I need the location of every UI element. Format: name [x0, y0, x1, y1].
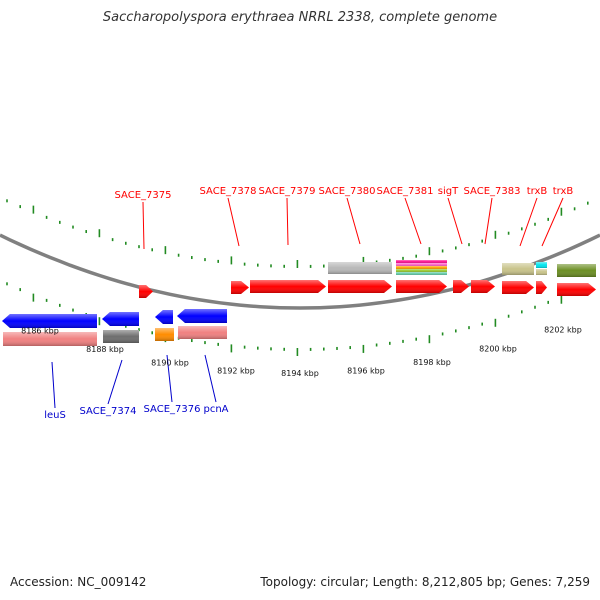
feature-block-shade — [536, 262, 547, 268]
forward-gene-arrow-shade — [328, 280, 392, 293]
forward-gene-arrow-shade — [557, 283, 596, 296]
leader-line-below — [51, 361, 56, 409]
leader-line-above — [404, 197, 422, 245]
leader-line-above — [541, 197, 564, 247]
gene-label-below: SACE_7376 — [144, 404, 201, 415]
leader-line-below — [204, 354, 217, 403]
scale-tick-label: 8188 kbp — [86, 345, 124, 354]
scale-tick-label: 8190 kbp — [151, 358, 189, 367]
leader-line-above — [346, 197, 361, 245]
gene-label-above: trxB — [553, 186, 574, 197]
feature-stripe-shade — [396, 269, 447, 272]
gene-label-above: SACE_7379 — [259, 186, 316, 197]
leader-line-above — [227, 197, 240, 247]
scale-tick-label: 8192 kbp — [217, 366, 255, 375]
leader-line-above — [447, 197, 463, 245]
feature-block-shade — [557, 264, 596, 277]
scale-tick-label: 8202 kbp — [544, 325, 582, 334]
leader-line-above — [286, 197, 289, 246]
gene-label-below: pcnA — [203, 404, 228, 415]
gene-label-below: leuS — [44, 410, 66, 421]
forward-gene-arrow-shade — [231, 281, 249, 294]
gene-label-above: sigT — [438, 186, 459, 197]
scale-tick-label: 8196 kbp — [347, 366, 385, 375]
forward-gene-arrow-shade — [139, 285, 153, 298]
feature-stripe-shade — [396, 263, 447, 266]
genome-title: Saccharopolyspora erythraea NRRL 2338, c… — [102, 10, 498, 25]
leader-line-above — [484, 197, 493, 245]
forward-gene-arrow-shade — [502, 281, 534, 294]
gene-label-above: SACE_7381 — [377, 186, 434, 197]
reverse-gene-arrow-shade — [155, 310, 173, 324]
scale-tick-label: 8200 kbp — [479, 344, 517, 353]
genome-summary-text: Topology: circular; Length: 8,212,805 bp… — [260, 575, 590, 589]
feature-stripe-shade — [396, 260, 447, 263]
leader-line-below — [166, 354, 173, 403]
scale-tick-label: 8198 kbp — [413, 358, 451, 367]
backbone-line — [0, 233, 600, 310]
leader-line-above — [519, 197, 538, 247]
feature-block-shade — [103, 330, 139, 343]
feature-block-shade — [536, 269, 547, 275]
gene-label-above: SACE_7380 — [319, 186, 376, 197]
feature-stripe-shade — [396, 272, 447, 275]
scale-tick-label: 8186 kbp — [21, 326, 59, 335]
forward-gene-arrow-shade — [396, 280, 447, 293]
forward-gene-arrow-shade — [453, 280, 469, 293]
forward-gene-arrow-shade — [250, 280, 326, 293]
feature-block-shade — [328, 262, 392, 274]
feature-block-shade — [178, 326, 227, 339]
reverse-gene-arrow-shade — [2, 314, 97, 328]
leader-line-below — [107, 359, 123, 405]
gene-label-above: trxB — [527, 186, 548, 197]
gene-label-above: SACE_7375 — [115, 190, 172, 201]
scale-tick-label: 8194 kbp — [281, 369, 319, 378]
feature-stripe-shade — [396, 266, 447, 269]
reverse-gene-arrow-shade — [177, 309, 227, 323]
gene-label-above: SACE_7378 — [200, 186, 257, 197]
forward-gene-arrow-shade — [471, 280, 495, 293]
feature-block-shade — [502, 263, 534, 275]
accession-text: Accession: NC_009142 — [10, 575, 147, 589]
gene-label-below: SACE_7374 — [80, 406, 137, 417]
feature-block-shade — [155, 328, 174, 341]
feature-block-shade — [3, 332, 97, 346]
reverse-gene-arrow-shade — [102, 312, 139, 326]
leader-line-above — [142, 201, 145, 250]
forward-gene-arrow-shade — [536, 281, 547, 294]
gene-label-above: SACE_7383 — [464, 186, 521, 197]
